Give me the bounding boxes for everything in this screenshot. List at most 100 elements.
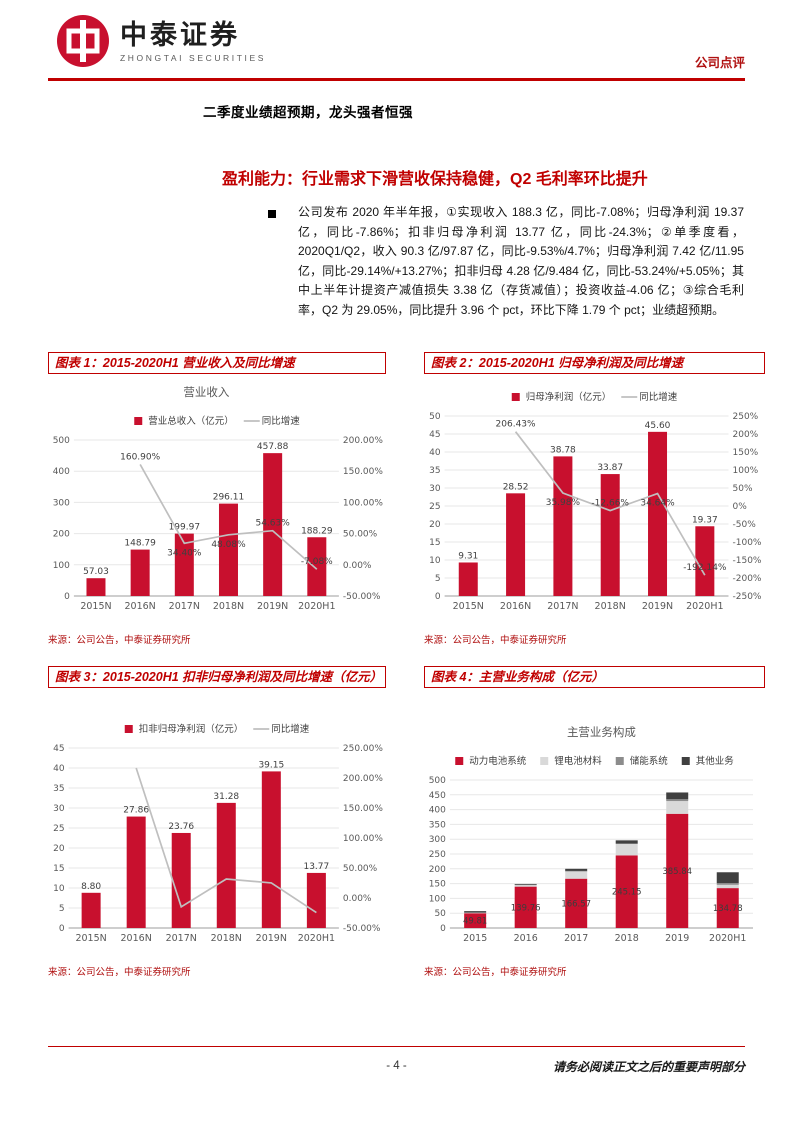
y-axis-left: 45 40 35 30 25 20 15 10 5 0 bbox=[53, 744, 65, 934]
legend-swatch bbox=[511, 393, 520, 401]
svg-text:250: 250 bbox=[429, 850, 446, 860]
bar-labels: 57.03 148.79 199.97 296.11 457.88 188.29 bbox=[83, 442, 333, 577]
svg-text:150.00%: 150.00% bbox=[343, 467, 383, 477]
bars bbox=[81, 771, 326, 928]
svg-text:2016N: 2016N bbox=[121, 933, 152, 944]
growth-line bbox=[139, 463, 318, 570]
svg-text:100.00%: 100.00% bbox=[343, 834, 383, 844]
svg-text:296.11: 296.11 bbox=[213, 493, 245, 503]
svg-text:49.81: 49.81 bbox=[463, 917, 487, 927]
svg-text:2017N: 2017N bbox=[169, 601, 200, 612]
svg-text:45.60: 45.60 bbox=[645, 421, 671, 431]
svg-text:45: 45 bbox=[429, 430, 440, 440]
svg-text:54.63%: 54.63% bbox=[255, 519, 290, 529]
bar-segment bbox=[615, 843, 638, 845]
bar bbox=[600, 474, 620, 596]
svg-text:2020H1: 2020H1 bbox=[709, 933, 746, 944]
svg-text:200.00%: 200.00% bbox=[343, 774, 383, 784]
svg-text:200: 200 bbox=[429, 865, 446, 875]
svg-text:2019N: 2019N bbox=[257, 601, 288, 612]
legend-label: 同比增速 bbox=[262, 415, 301, 427]
header-rule bbox=[48, 78, 745, 81]
svg-text:30: 30 bbox=[429, 484, 441, 494]
chart-title: 主营业务构成 bbox=[567, 725, 636, 739]
y-axis-right: 250.00% 200.00% 150.00% 100.00% 50.00% 0.00% -… bbox=[343, 744, 383, 934]
svg-text:206.43%: 206.43% bbox=[496, 420, 536, 430]
legend-label: 同比增速 bbox=[271, 723, 310, 735]
bar bbox=[553, 456, 573, 596]
bar bbox=[218, 503, 238, 596]
growth-line bbox=[514, 431, 706, 576]
figure3-source: 来源：公司公告，中泰证券研究所 bbox=[48, 967, 191, 978]
x-axis: 2015N 2016N 2017N 2018N 2019N 2020H1 bbox=[80, 601, 335, 612]
report-type-label: 公司点评 bbox=[694, 56, 745, 70]
figure1-title: 图表 1：2015-2020H1 营业收入及同比增速 bbox=[48, 352, 386, 374]
bar bbox=[506, 493, 526, 596]
brand-emblem-icon bbox=[57, 15, 109, 67]
svg-text:199.97: 199.97 bbox=[169, 523, 201, 533]
svg-text:2019: 2019 bbox=[665, 933, 689, 944]
brand-name-cn: 中泰证券 bbox=[120, 19, 240, 50]
x-axis: 2015 2016 2017 2018 2019 2020H1 bbox=[463, 933, 746, 944]
legend-label: 同比增速 bbox=[639, 391, 678, 403]
bar-segment bbox=[514, 883, 537, 885]
bar bbox=[648, 431, 668, 596]
x-axis: 2015N 2016N 2017N 2018N 2019N 2020H1 bbox=[453, 601, 724, 612]
svg-text:31.28: 31.28 bbox=[213, 792, 239, 802]
svg-text:25: 25 bbox=[429, 502, 440, 512]
legend: 扣非归母净利润（亿元） 同比增速 bbox=[124, 723, 310, 735]
svg-text:15: 15 bbox=[53, 864, 64, 874]
svg-text:-192.14%: -192.14% bbox=[683, 563, 727, 573]
gridlines bbox=[444, 415, 729, 597]
legend-label: 营业总收入（亿元） bbox=[148, 415, 234, 427]
svg-text:2017N: 2017N bbox=[547, 601, 578, 612]
svg-text:2015: 2015 bbox=[463, 933, 487, 944]
growth-line bbox=[135, 767, 317, 914]
svg-text:500: 500 bbox=[53, 436, 70, 446]
bar-segment bbox=[565, 870, 588, 872]
svg-text:-150%: -150% bbox=[733, 556, 762, 566]
figure3-chart: 45 40 35 30 25 20 15 10 5 0 250.00% 200.00% 150.00% 1… bbox=[48, 712, 386, 958]
svg-text:5: 5 bbox=[435, 574, 441, 584]
svg-text:200.00%: 200.00% bbox=[343, 436, 383, 446]
bar-segment bbox=[615, 844, 638, 856]
svg-text:-100%: -100% bbox=[733, 538, 762, 548]
bars bbox=[86, 453, 327, 596]
svg-text:39.15: 39.15 bbox=[258, 760, 284, 770]
svg-text:0.00%: 0.00% bbox=[343, 894, 372, 904]
bar bbox=[171, 832, 191, 928]
legend-label: 扣非归母净利润（亿元） bbox=[139, 723, 244, 735]
svg-text:5: 5 bbox=[59, 904, 65, 914]
brand-name-en: ZHONGTAI SECURITIES bbox=[120, 52, 267, 63]
svg-text:20: 20 bbox=[53, 844, 65, 854]
bar-segment bbox=[666, 801, 689, 814]
svg-text:148.79: 148.79 bbox=[124, 539, 156, 549]
svg-text:45: 45 bbox=[53, 744, 64, 754]
svg-text:33.87: 33.87 bbox=[597, 463, 623, 473]
svg-text:2018: 2018 bbox=[615, 933, 639, 944]
svg-text:40: 40 bbox=[53, 764, 65, 774]
svg-text:2017: 2017 bbox=[564, 933, 588, 944]
svg-text:2015N: 2015N bbox=[453, 601, 484, 612]
svg-text:35: 35 bbox=[429, 466, 440, 476]
svg-text:0: 0 bbox=[435, 592, 441, 602]
chart-svg: 45 40 35 30 25 20 15 10 5 0 250.00% 200.00% 150.00% 1… bbox=[53, 723, 383, 944]
bar-segment bbox=[565, 868, 588, 871]
svg-text:-250%: -250% bbox=[733, 592, 762, 602]
chart-svg: 营业收入 500 400 300 200 100 0 200.00% 150.00% 100.00… bbox=[53, 385, 384, 612]
bars bbox=[458, 431, 715, 596]
legend-label: 其他业务 bbox=[696, 755, 735, 767]
svg-text:13.77: 13.77 bbox=[303, 862, 329, 872]
svg-text:30: 30 bbox=[53, 804, 65, 814]
bar-segment bbox=[716, 888, 739, 928]
bar-segment bbox=[716, 884, 739, 889]
y-axis-right: 200.00% 150.00% 100.00% 50.00% 0.00% -50.00% bbox=[343, 436, 383, 602]
bar-segment bbox=[615, 855, 638, 928]
svg-text:385.84: 385.84 bbox=[662, 867, 692, 877]
svg-text:150: 150 bbox=[429, 880, 446, 890]
svg-text:19.37: 19.37 bbox=[692, 515, 718, 525]
brand-text: 中泰证券 ZHONGTAI SECURITIES bbox=[120, 20, 266, 63]
svg-text:48.08%: 48.08% bbox=[211, 540, 246, 550]
svg-text:20: 20 bbox=[429, 520, 441, 530]
